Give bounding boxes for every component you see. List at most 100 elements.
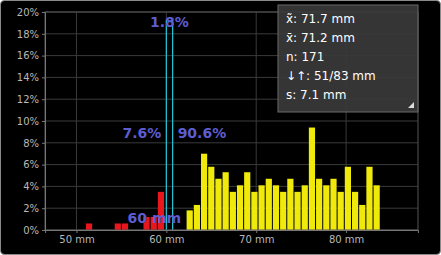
y-tick: 14% <box>17 72 45 83</box>
annotations: 1.8% 7.6% 90.6% 60 mm <box>123 14 227 226</box>
bar <box>208 167 214 230</box>
y-tick-mark <box>42 165 45 166</box>
grid-line-x <box>76 12 77 230</box>
bar <box>374 185 380 230</box>
bar <box>323 185 329 230</box>
y-tick-label: 16% <box>17 50 39 61</box>
grid-line-x <box>166 12 167 230</box>
y-tick-mark <box>42 208 45 209</box>
y-tick-label: 2% <box>23 203 39 214</box>
y-tick-label: 14% <box>17 72 39 83</box>
x-tick-mark <box>76 230 77 233</box>
y-tick-mark <box>42 56 45 57</box>
y-tick-mark <box>42 121 45 122</box>
y-tick: 20% <box>17 7 45 18</box>
y-tick-label: 20% <box>17 7 39 18</box>
x-tick-label: 50 mm <box>59 234 94 245</box>
y-tick-mark <box>42 143 45 144</box>
grid-line-y <box>45 164 418 165</box>
bar <box>251 192 257 230</box>
background <box>1 1 441 255</box>
bar <box>223 172 229 230</box>
bar <box>201 154 207 230</box>
y-tick-mark <box>42 230 45 231</box>
x-tick: 70 mm <box>239 230 274 245</box>
y-tick-label: 8% <box>23 138 39 149</box>
bar <box>316 179 322 230</box>
bar <box>366 167 372 230</box>
bar <box>187 210 193 230</box>
stats-box: x̃: 71.7 mm x̄: 71.2 mm n: 171 ↓↑: 51/83 mm… <box>278 5 418 112</box>
stats-line: s: 7.1 mm <box>286 88 346 102</box>
bar <box>330 179 336 230</box>
annotation-above: 90.6% <box>178 125 227 141</box>
bar <box>259 185 265 230</box>
y-tick: 8% <box>23 138 45 149</box>
stats-line: x̃: 71.7 mm <box>286 12 355 26</box>
y-tick: 4% <box>23 181 45 192</box>
y-tick: 6% <box>23 159 45 170</box>
y-tick: 10% <box>17 116 45 127</box>
limit-line <box>166 20 167 230</box>
stats-line: x̄: 71.2 mm <box>286 31 355 45</box>
y-tick-mark <box>42 34 45 35</box>
limit-line <box>172 20 173 230</box>
bar <box>273 185 279 230</box>
x-tick-mark <box>166 230 167 233</box>
y-tick-label: 10% <box>17 116 39 127</box>
y-tick: 16% <box>17 50 45 61</box>
x-axis-line <box>46 231 419 234</box>
bar <box>266 179 272 230</box>
bar <box>215 179 221 230</box>
y-tick-label: 6% <box>23 159 39 170</box>
y-tick: 2% <box>23 203 45 214</box>
y-tick-label: 12% <box>17 94 39 105</box>
x-tick-mark <box>256 230 257 233</box>
x-tick-label: 60 mm <box>149 234 184 245</box>
bar <box>309 128 315 230</box>
stats-line: n: 171 <box>286 50 324 64</box>
bar <box>237 185 243 230</box>
grid-line-y <box>45 142 418 143</box>
bar <box>115 223 121 230</box>
stats-line: ↓↑: 51/83 mm <box>286 69 376 83</box>
y-tick: 18% <box>17 29 45 40</box>
bar <box>352 192 358 230</box>
y-axis-line <box>42 13 46 231</box>
y-tick-label: 4% <box>23 181 39 192</box>
y-tick-label: 18% <box>17 29 39 40</box>
y-tick: 0% <box>23 225 45 236</box>
y-tick-mark <box>42 77 45 78</box>
bar <box>244 172 250 230</box>
y-tick: 12% <box>17 94 45 105</box>
bar <box>194 205 200 230</box>
bar <box>338 192 344 230</box>
bar <box>230 192 236 230</box>
stats-corner <box>408 102 414 108</box>
y-tick-mark <box>42 99 45 100</box>
bar <box>294 192 300 230</box>
bar <box>86 223 92 230</box>
x-tick-label: 70 mm <box>239 234 274 245</box>
annotation-limit: 60 mm <box>128 210 182 226</box>
bar <box>302 185 308 230</box>
bar <box>359 205 365 230</box>
bar <box>287 179 293 230</box>
grid-line-y <box>45 121 418 122</box>
grid-line-y <box>45 186 418 187</box>
annotation-between: 1.8% <box>150 14 189 30</box>
x-tick: 60 mm <box>149 230 184 245</box>
chart: 0% 2% 4% 6% 8% 10% 12% 14% 16% 18% 20% 50 mm 60 mm 70… <box>0 0 441 255</box>
bar <box>345 167 351 230</box>
x-tick: 80 mm <box>329 230 364 245</box>
x-tick-mark <box>346 230 347 233</box>
y-tick-mark <box>42 186 45 187</box>
y-tick-label: 0% <box>23 225 39 236</box>
annotation-below: 7.6% <box>123 125 162 141</box>
x-tick-label: 80 mm <box>329 234 364 245</box>
y-tick-mark <box>42 12 45 13</box>
stats-background <box>278 5 418 112</box>
bar <box>280 192 286 230</box>
x-tick: 50 mm <box>59 230 94 245</box>
x-axis: 50 mm 60 mm 70 mm 80 mm <box>46 230 419 245</box>
